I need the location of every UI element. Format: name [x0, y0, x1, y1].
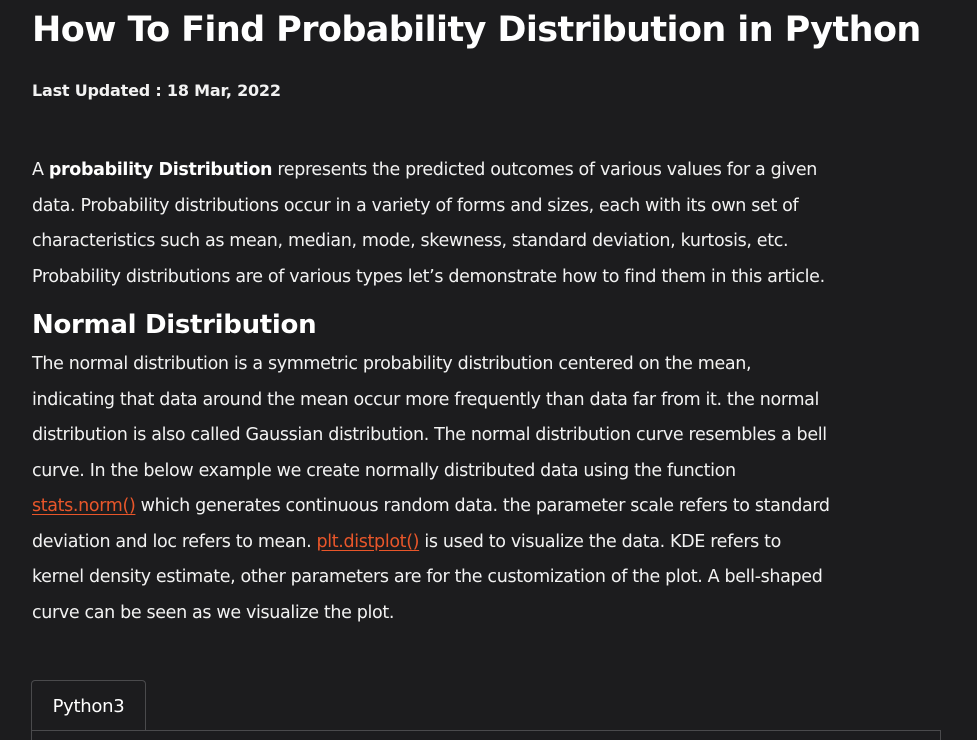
- intro-line-4: Probability distributions are of various…: [32, 266, 825, 287]
- article-title: How To Find Probability Distribution in …: [32, 10, 921, 50]
- stats-norm-link[interactable]: stats.norm(): [32, 496, 136, 516]
- normal-line-8: curve can be seen as we visualize the pl…: [32, 602, 395, 623]
- normal-line-6: deviation and loc refers to mean. plt.di…: [32, 531, 782, 552]
- tab-python3[interactable]: Python3: [31, 680, 146, 730]
- plt-distplot-link[interactable]: plt.distplot(): [316, 531, 420, 552]
- intro-line-1: A probability Distribution represents th…: [32, 160, 818, 180]
- normal-line-5: stats.norm() which generates continuous …: [32, 496, 830, 516]
- section-heading: Normal Distribution: [32, 310, 317, 340]
- last-updated: Last Updated : 18 Mar, 2022: [32, 81, 281, 100]
- intro-paragraph: A probability Distribution represents th…: [32, 153, 962, 295]
- normal-line-7: kernel density estimate, other parameter…: [32, 567, 823, 587]
- intro-bold-term: probability Distribution: [48, 160, 273, 180]
- code-tabs: Python3: [31, 680, 941, 740]
- normal-line-4: curve. In the below example we create no…: [32, 460, 736, 481]
- intro-line-3: characteristics such as mean, median, mo…: [32, 231, 789, 251]
- normal-paragraph: The normal distribution is a symmetric p…: [32, 347, 962, 631]
- normal-line-3: distribution is also called Gaussian dis…: [32, 425, 827, 445]
- intro-line-2: data. Probability distributions occur in…: [32, 195, 799, 216]
- code-panel: [31, 730, 941, 740]
- article: How To Find Probability Distribution in …: [32, 0, 962, 631]
- normal-line-1: The normal distribution is a symmetric p…: [32, 354, 752, 374]
- normal-line-2: indicating that data around the mean occ…: [32, 389, 820, 410]
